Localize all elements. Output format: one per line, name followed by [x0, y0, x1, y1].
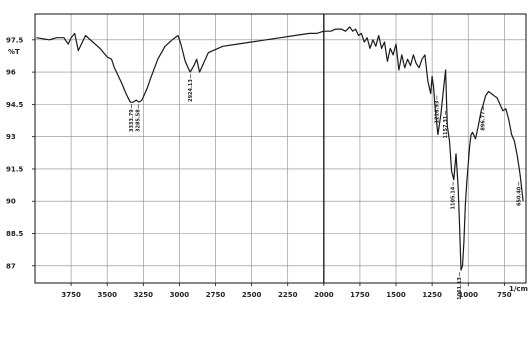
peak-label: 1157.31 [443, 115, 449, 138]
x-tick-label: 750 [497, 291, 512, 299]
y-tick-label: 91.5 [6, 165, 23, 173]
peak-label: 3285.58 [136, 109, 142, 132]
peak-label: 1061.13 [457, 277, 463, 300]
grid-lines [35, 14, 526, 283]
y-tick-label: 90 [6, 198, 16, 206]
x-axis-ticks: 3750 3500 3250 3000 2750 2500 2250 2000 1750 1500… [61, 283, 512, 299]
peak-label: 2924.13 [188, 79, 194, 102]
peak-label: 1216.93 [434, 100, 440, 123]
x-tick-label: 3000 [170, 291, 190, 299]
y-axis-label: %T [8, 48, 20, 56]
peak-label: 3333.79 [129, 109, 135, 132]
y-tick-label: 94.5 [6, 101, 23, 109]
x-tick-label: 1250 [422, 291, 442, 299]
plot-frame [34, 13, 527, 284]
spectrum-trace [36, 26, 524, 271]
x-tick-label: 3250 [134, 291, 154, 299]
peak-label: 1105.14 [451, 186, 457, 209]
y-tick-label: 97.5 [6, 36, 23, 44]
x-tick-label: 3750 [61, 291, 81, 299]
y-axis-ticks: 97.5 96 94.5 93 91.5 90 88.5 87 [6, 36, 35, 270]
x-tick-label: 2000 [314, 291, 334, 299]
x-tick-label: 1750 [350, 291, 370, 299]
x-tick-label: 2250 [278, 291, 298, 299]
y-tick-label: 87 [6, 262, 16, 270]
x-axis-label: 1/cm [509, 285, 528, 293]
x-tick-label: 1500 [386, 291, 406, 299]
y-tick-label: 96 [6, 69, 16, 77]
y-tick-label: 88.5 [6, 230, 23, 238]
x-tick-label: 2500 [242, 291, 262, 299]
peak-label: 650.40 [516, 186, 522, 206]
x-tick-label: 1000 [458, 291, 478, 299]
x-tick-label: 3500 [97, 291, 117, 299]
x-tick-label: 2750 [206, 291, 226, 299]
peak-label: 896.77 [481, 111, 487, 131]
y-tick-label: 93 [6, 133, 16, 141]
